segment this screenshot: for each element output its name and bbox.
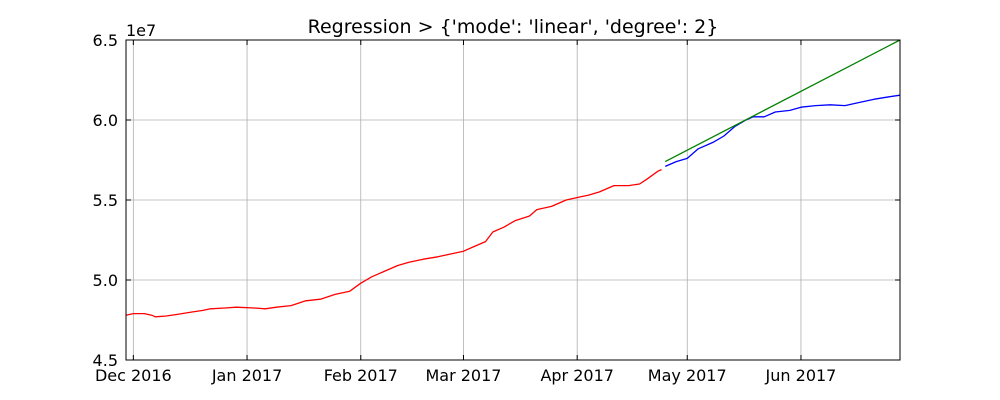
y-tick-label: 4.5 (93, 351, 118, 370)
y-tick-label: 5.0 (93, 271, 118, 290)
y-tick-label: 5.5 (93, 191, 118, 210)
y-tick-label: 6.5 (93, 31, 118, 50)
x-tick-label: Mar 2017 (425, 366, 501, 385)
x-tick-label: Jun 2017 (765, 366, 837, 385)
y-tick-label: 6.0 (93, 111, 118, 130)
axis-ticks: Dec 2016 Jan 2017 Feb 2017 Mar 2017 Apr 2017… (93, 31, 900, 385)
x-tick-label: Jan 2017 (211, 366, 282, 385)
x-tick-label: May 2017 (648, 366, 727, 385)
forecast-series-line (664, 94, 901, 167)
actual-series-line (125, 169, 662, 318)
chart-title: Regression > {'mode': 'linear', 'degree'… (308, 16, 719, 38)
x-tick-label: Feb 2017 (324, 366, 398, 385)
y-axis-multiplier: 1e7 (126, 21, 156, 40)
grid-lines (126, 40, 900, 360)
x-tick-label: Apr 2017 (540, 366, 613, 385)
series-lines (125, 39, 901, 318)
regression-series-line (664, 39, 901, 163)
x-tick-label: Dec 2016 (95, 366, 172, 385)
